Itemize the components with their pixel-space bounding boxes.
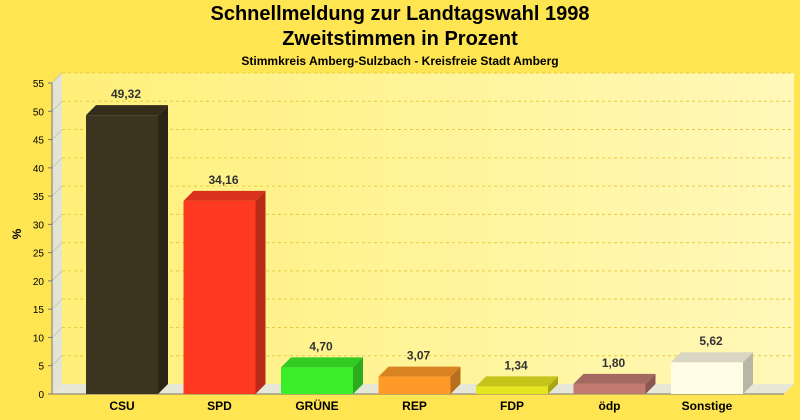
chart-subtitle: Zweitstimmen in Prozent [282, 28, 518, 50]
y-tick-label: 20 [33, 277, 45, 288]
x-tick-label: SPD [207, 399, 232, 413]
x-tick-label: ödp [599, 399, 621, 413]
bar-side [645, 373, 656, 394]
bar-front [378, 376, 451, 394]
y-tick-label: 10 [33, 333, 45, 344]
bar-front [86, 115, 158, 394]
bar-spd [183, 190, 266, 394]
bar-grüne [281, 357, 363, 394]
plot-side-wall [52, 73, 62, 394]
bar-side [743, 352, 753, 394]
gridline-side [51, 72, 63, 84]
gridline-side [51, 298, 63, 310]
gridline-side [51, 327, 63, 338]
bar-ödp [573, 373, 656, 394]
x-tick-label: CSU [109, 399, 134, 413]
data-label: 1,34 [504, 358, 528, 372]
data-label: 1,80 [602, 356, 626, 370]
bar-top [86, 105, 168, 116]
plot-back-wall [62, 73, 794, 384]
bar-csu [86, 105, 168, 394]
bar-top [183, 190, 266, 201]
data-label: 3,07 [407, 349, 431, 363]
bar-fdp [476, 376, 558, 394]
gridline-side [51, 242, 63, 253]
chart-subsubtitle: Stimmkreis Amberg-Sulzbach - Kreisfreie … [241, 54, 559, 68]
bar-top [476, 376, 558, 387]
y-tick-label: 5 [38, 362, 44, 373]
bar-side [158, 105, 168, 394]
data-label: 5,62 [699, 334, 723, 348]
y-tick-label: 45 [33, 136, 45, 147]
y-axis-label: % [10, 228, 24, 239]
y-tick-label: 15 [33, 305, 45, 316]
data-label: 49,32 [111, 87, 141, 101]
bar-front [671, 362, 743, 394]
y-tick-label: 25 [33, 249, 45, 260]
bar-front [183, 200, 256, 394]
data-label: 4,70 [309, 339, 333, 353]
gridline-side [51, 214, 63, 225]
gridline-side [51, 100, 63, 112]
data-label: 34,16 [208, 173, 238, 187]
y-tick-label: 55 [33, 79, 45, 90]
x-tick-label: FDP [500, 399, 524, 413]
bar-side [450, 366, 461, 394]
bar-top [281, 357, 363, 368]
bar-side [353, 357, 363, 394]
bar-rep [378, 366, 461, 394]
bar-front [476, 386, 548, 394]
bar-side [548, 376, 558, 394]
y-tick-label: 0 [38, 390, 44, 401]
y-tick-label: 40 [33, 164, 45, 175]
gridline-side [51, 355, 63, 367]
bar-top [378, 366, 461, 377]
x-tick-label: GRÜNE [295, 398, 338, 413]
x-tick-label: Sonstige [682, 399, 733, 413]
bar-top [573, 373, 656, 384]
gridline-side [51, 129, 63, 140]
y-tick-label: 35 [33, 192, 45, 203]
bar-front [573, 383, 646, 394]
bar-top [671, 352, 753, 363]
y-tick-label: 50 [33, 107, 45, 118]
bar-front [281, 367, 353, 394]
gridline-side [51, 270, 63, 282]
gridline-side [51, 157, 63, 169]
bar-side [255, 190, 266, 394]
chart-title: Schnellmeldung zur Landtagswahl 1998 [210, 3, 590, 25]
y-tick-label: 30 [33, 220, 45, 231]
gridline-side [51, 185, 63, 197]
bar-sonstige [671, 352, 753, 394]
x-tick-label: REP [402, 399, 427, 413]
